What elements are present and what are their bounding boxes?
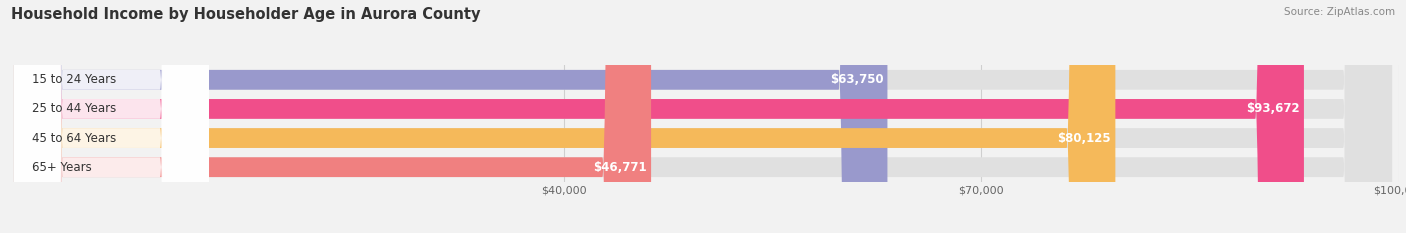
FancyBboxPatch shape	[14, 0, 1392, 233]
FancyBboxPatch shape	[14, 0, 1392, 233]
Text: $63,750: $63,750	[830, 73, 883, 86]
FancyBboxPatch shape	[14, 0, 887, 233]
FancyBboxPatch shape	[14, 0, 1392, 233]
Text: 45 to 64 Years: 45 to 64 Years	[32, 132, 117, 144]
Text: 15 to 24 Years: 15 to 24 Years	[32, 73, 117, 86]
FancyBboxPatch shape	[14, 0, 1303, 233]
Text: $46,771: $46,771	[593, 161, 647, 174]
FancyBboxPatch shape	[14, 0, 1392, 233]
Text: 65+ Years: 65+ Years	[32, 161, 91, 174]
Text: $93,672: $93,672	[1246, 103, 1299, 115]
FancyBboxPatch shape	[14, 0, 651, 233]
FancyBboxPatch shape	[14, 0, 209, 233]
FancyBboxPatch shape	[14, 0, 209, 233]
Text: $80,125: $80,125	[1057, 132, 1111, 144]
Text: 25 to 44 Years: 25 to 44 Years	[32, 103, 117, 115]
Text: Source: ZipAtlas.com: Source: ZipAtlas.com	[1284, 7, 1395, 17]
FancyBboxPatch shape	[14, 0, 209, 233]
Text: Household Income by Householder Age in Aurora County: Household Income by Householder Age in A…	[11, 7, 481, 22]
FancyBboxPatch shape	[14, 0, 209, 233]
FancyBboxPatch shape	[14, 0, 1115, 233]
